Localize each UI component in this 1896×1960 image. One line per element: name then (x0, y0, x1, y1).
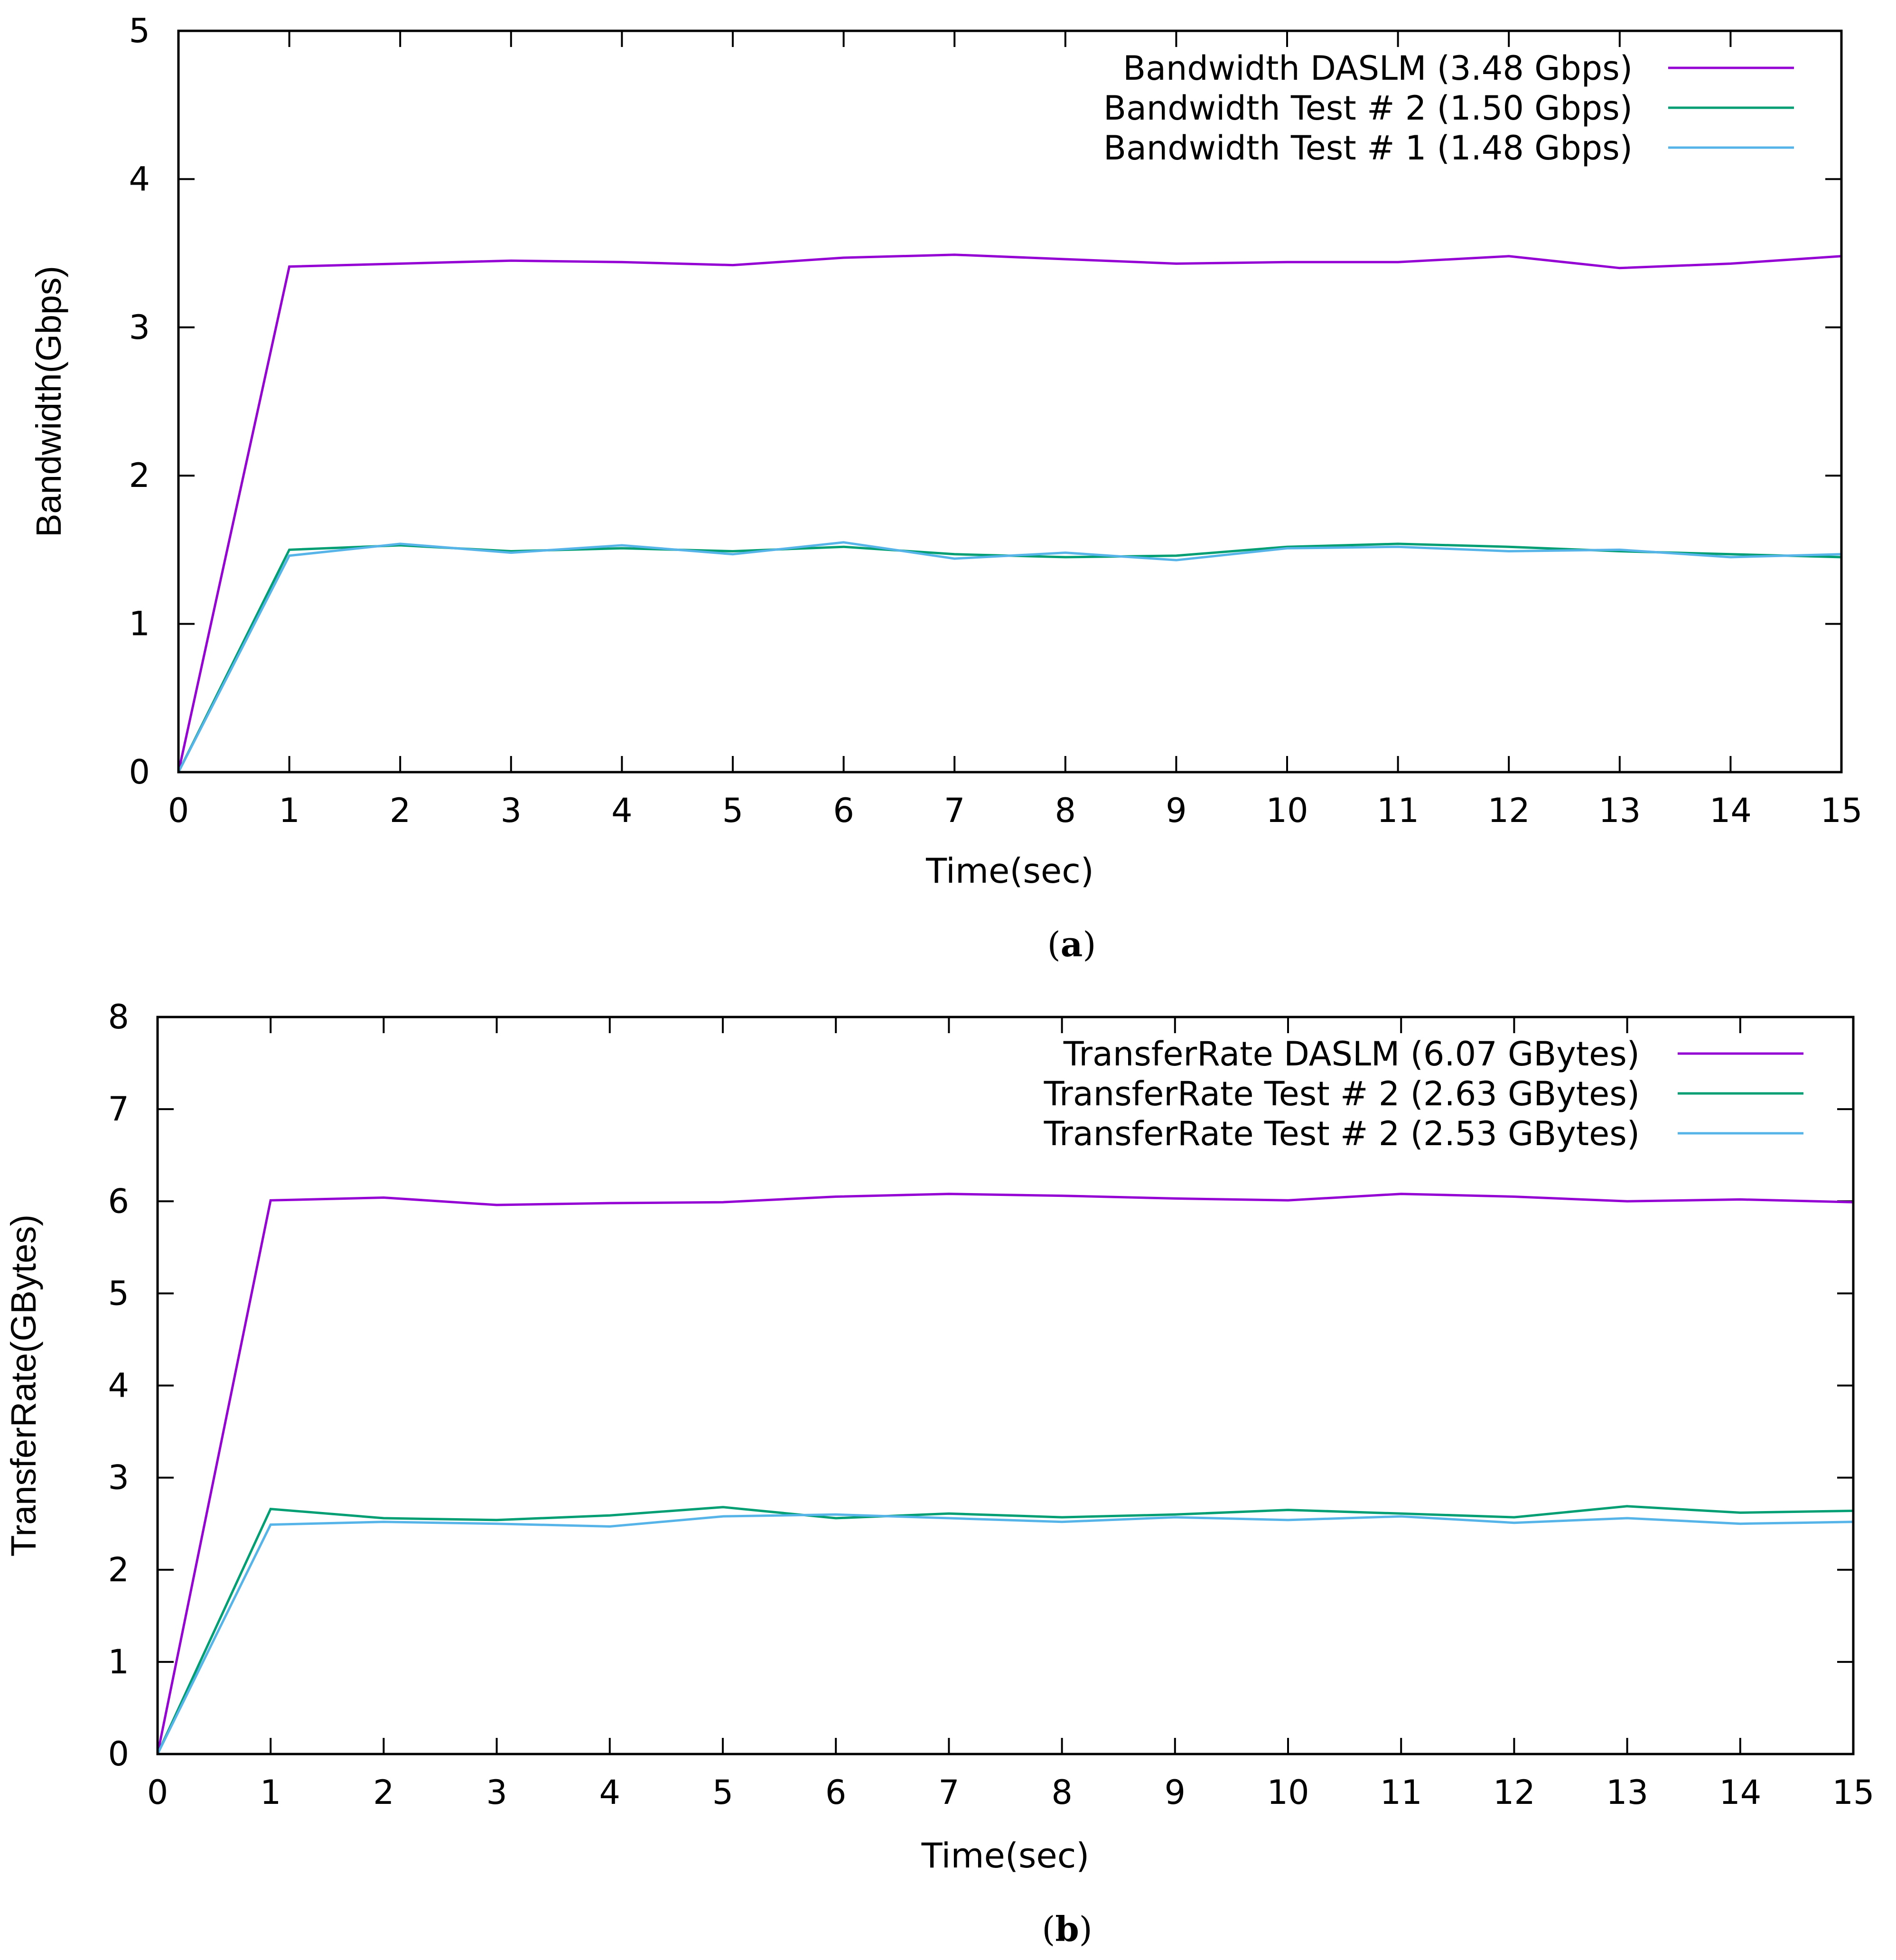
x-tick-label: 7 (944, 791, 965, 830)
x-axis-label: Time(sec) (921, 1836, 1090, 1876)
legend-label-1: TransferRate DASLM (6.07 GBytes) (1063, 1035, 1640, 1073)
x-tick-label: 15 (1832, 1773, 1874, 1812)
x-tick-label: 6 (833, 791, 854, 830)
y-tick-label: 6 (108, 1182, 129, 1221)
x-tick-label: 2 (373, 1773, 394, 1812)
x-tick-label: 6 (825, 1773, 847, 1812)
legend-label-1: Bandwidth DASLM (3.48 Gbps) (1123, 49, 1633, 88)
caption-open-paren: ( (1042, 1909, 1055, 1949)
y-tick-label: 5 (129, 11, 150, 50)
series-line-1 (177, 253, 1842, 773)
x-tick-label: 4 (611, 791, 633, 830)
caption-letter: b (1055, 1909, 1079, 1949)
series-line-1 (156, 1193, 1854, 1755)
x-tick-label: 10 (1266, 791, 1308, 830)
x-tick-label: 3 (486, 1773, 507, 1812)
legend-label-3: TransferRate Test # 2 (2.53 GBytes) (1044, 1114, 1640, 1153)
series-line-3 (177, 541, 1842, 773)
x-tick-label: 9 (1166, 791, 1187, 830)
x-tick-label: 2 (390, 791, 411, 830)
y-tick-label: 3 (108, 1458, 129, 1497)
x-axis-label: Time(sec) (925, 851, 1094, 891)
y-tick-label: 5 (108, 1274, 129, 1313)
x-tick-label: 8 (1051, 1773, 1073, 1812)
x-tick-label: 1 (260, 1773, 281, 1812)
x-tick-label: 5 (722, 791, 744, 830)
legend-label-3: Bandwidth Test # 1 (1.48 Gbps) (1103, 129, 1633, 168)
y-tick-label: 2 (108, 1550, 129, 1589)
y-tick-label: 4 (129, 159, 150, 198)
caption-close-paren: ) (1079, 1909, 1093, 1949)
x-tick-label: 7 (938, 1773, 960, 1812)
y-tick-label: 2 (129, 456, 150, 495)
x-tick-label: 11 (1377, 791, 1419, 830)
x-tick-label: 3 (501, 791, 522, 830)
y-tick-label: 3 (129, 308, 150, 347)
caption-letter: a (1061, 924, 1083, 964)
plot-frame (177, 29, 1843, 774)
y-tick-label: 8 (108, 998, 129, 1036)
series-line-2 (156, 1505, 1854, 1755)
y-tick-label: 1 (108, 1643, 129, 1681)
x-tick-label: 10 (1267, 1773, 1309, 1812)
x-tick-label: 13 (1606, 1773, 1648, 1812)
y-tick-label: 0 (108, 1735, 129, 1773)
caption-open-paren: ( (1047, 924, 1061, 964)
x-tick-label: 12 (1488, 791, 1530, 830)
x-tick-label: 14 (1719, 1773, 1761, 1812)
x-tick-label: 15 (1820, 791, 1862, 830)
x-tick-label: 4 (599, 1773, 621, 1812)
x-tick-label: 9 (1165, 1773, 1186, 1812)
panel-caption: (a) (1047, 924, 1096, 964)
y-tick-label: 1 (129, 605, 150, 644)
x-tick-label: 1 (279, 791, 300, 830)
legend-label-2: TransferRate Test # 2 (2.63 GBytes) (1044, 1074, 1640, 1113)
x-tick-label: 13 (1598, 791, 1641, 830)
panel-caption: (b) (1042, 1909, 1093, 1949)
x-tick-label: 0 (147, 1773, 168, 1812)
y-axis-label: TransferRate(GBytes) (4, 1214, 43, 1557)
y-axis-label: Bandwidth(Gbps) (29, 266, 68, 537)
x-tick-label: 5 (712, 1773, 734, 1812)
y-tick-label: 4 (108, 1366, 129, 1405)
x-tick-label: 14 (1709, 791, 1752, 830)
plot-frame (156, 1016, 1855, 1755)
x-tick-label: 11 (1380, 1773, 1422, 1812)
y-tick-label: 7 (108, 1090, 129, 1129)
legend-label-2: Bandwidth Test # 2 (1.50 Gbps) (1103, 89, 1633, 128)
x-tick-label: 8 (1055, 791, 1076, 830)
x-tick-label: 0 (168, 791, 189, 830)
caption-close-paren: ) (1083, 924, 1096, 964)
y-tick-label: 0 (129, 753, 150, 792)
series-line-3 (156, 1513, 1854, 1755)
panel-b-transfer-rate-chart: 0 1 2 3 4 5 6 7 8 9 10 11 12 13 14 15012345678TransferR… (4, 998, 1875, 1949)
x-tick-label: 12 (1493, 1773, 1535, 1812)
